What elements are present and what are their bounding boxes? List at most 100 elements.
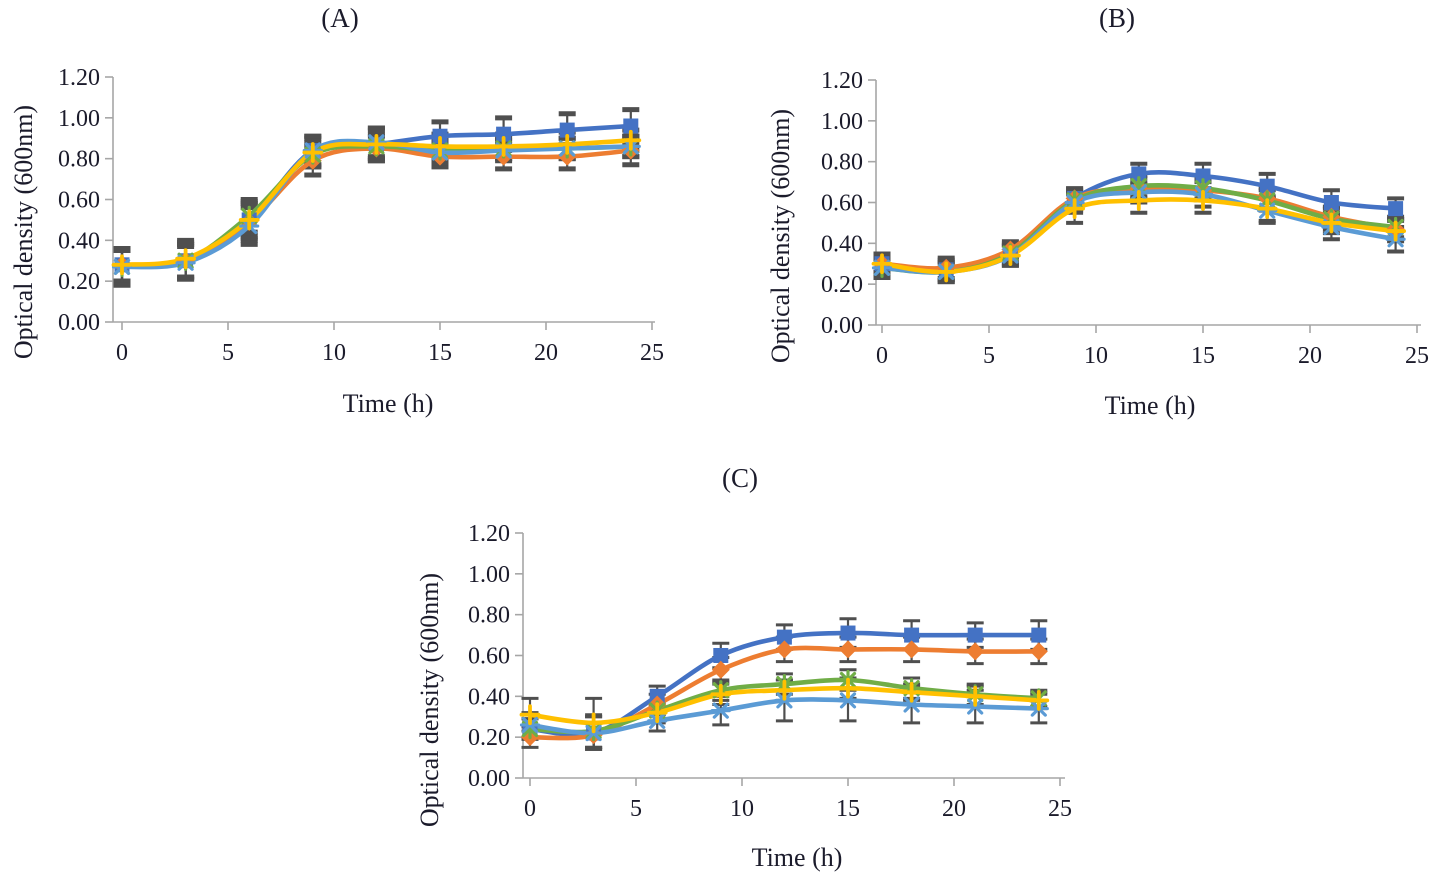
x-tick-label: 10 <box>1084 343 1108 369</box>
star-marker-stroke <box>1194 180 1212 197</box>
x-tick-label: 5 <box>983 343 995 369</box>
asterisk-marker <box>901 696 922 713</box>
plus-marker <box>1064 198 1085 220</box>
x-tick-label: 0 <box>524 796 536 822</box>
plus-marker <box>964 685 986 707</box>
x-tick-label: 25 <box>1405 343 1429 369</box>
asterisk-marker <box>837 692 859 709</box>
diamond-marker <box>839 640 857 659</box>
series-line-lightblue-asterisk <box>119 138 634 270</box>
square-marker <box>1259 178 1275 194</box>
plus-marker <box>837 677 859 699</box>
star-marker-stroke <box>1130 178 1147 195</box>
series-line-green-star <box>119 143 634 270</box>
square-marker <box>496 126 512 142</box>
series-line-green-star <box>527 677 1042 735</box>
square-marker <box>904 627 920 643</box>
y-tick-label: 0.20 <box>468 725 510 751</box>
axes <box>868 79 1421 333</box>
plus-marker <box>238 209 260 231</box>
y-axis-title: Optical density (600nm) <box>766 109 795 363</box>
y-tick-label: 1.00 <box>468 562 510 588</box>
plus-marker <box>1128 190 1150 211</box>
y-tick-label: 1.20 <box>821 68 863 94</box>
plus-marker <box>1000 245 1021 266</box>
y-tick-label: 0.60 <box>468 643 510 669</box>
series-markers-yellow-plus <box>111 129 642 276</box>
x-tick-label: 10 <box>730 796 754 822</box>
plus-marker <box>1256 198 1278 220</box>
square-marker <box>840 625 856 641</box>
y-tick-label: 0.80 <box>58 147 100 173</box>
plus-marker <box>302 142 324 163</box>
plus-marker <box>871 253 893 275</box>
y-tick-label: 0.80 <box>468 603 510 629</box>
plus-marker <box>620 129 642 151</box>
y-axis-title: Optical density (600nm) <box>415 573 444 827</box>
series-line-yellow-plus <box>119 138 634 268</box>
chart-b-title: (B) <box>1099 3 1135 33</box>
plus-marker <box>583 712 604 734</box>
plus-marker <box>710 683 732 705</box>
plus-marker <box>175 248 197 270</box>
chart-b: (B) 1.20 1.00 0.80 0.60 0.40 0.20 0.00 0 5 10 15 20 2… <box>766 3 1429 420</box>
square-marker <box>559 122 575 138</box>
y-tick-label: 1.20 <box>468 521 510 547</box>
y-tick-label: 0.80 <box>821 150 863 176</box>
square-marker <box>1323 194 1339 210</box>
square-marker <box>1031 627 1047 643</box>
asterisk-marker <box>710 702 731 719</box>
y-tick-label: 0.40 <box>58 228 100 254</box>
plus-marker <box>1028 690 1050 711</box>
x-tick-label: 5 <box>222 340 234 366</box>
square-marker <box>1195 168 1211 184</box>
x-tick-label: 20 <box>1298 343 1322 369</box>
diamond-marker <box>711 660 730 679</box>
y-tick-label: 0.00 <box>821 313 863 339</box>
chart-c-title: (C) <box>722 463 758 493</box>
series-markers-yellow-plus <box>519 677 1050 734</box>
y-tick-label: 0.40 <box>821 231 863 257</box>
diamond-marker <box>1029 642 1048 661</box>
x-tick-label: 15 <box>836 796 860 822</box>
plus-marker <box>646 702 668 724</box>
plus-marker <box>429 136 451 157</box>
y-tick-label: 0.20 <box>821 272 863 298</box>
x-axis-title: Time (h) <box>343 389 434 418</box>
plus-marker <box>935 261 957 283</box>
y-tick-label: 0.60 <box>58 187 100 213</box>
x-tick-label: 20 <box>942 796 966 822</box>
diamond-marker <box>966 642 985 661</box>
x-axis-title: Time (h) <box>1105 391 1196 420</box>
x-tick-label: 10 <box>322 340 346 366</box>
square-marker <box>1388 201 1404 217</box>
chart-a: (A) 1.20 1.00 0.80 0.60 0.40 0.20 0.00 0 5 10 15 20 2… <box>9 3 664 418</box>
plus-marker <box>1385 220 1406 242</box>
x-tick-label: 25 <box>1048 796 1072 822</box>
plus-marker <box>1192 190 1214 211</box>
plus-marker <box>556 133 578 155</box>
y-tick-label: 1.00 <box>821 109 863 135</box>
y-axis-title: Optical density (600nm) <box>9 105 38 359</box>
y-tick-label: 0.60 <box>821 190 863 216</box>
x-tick-label: 0 <box>876 343 888 369</box>
series-markers-yellow-plus <box>871 190 1406 283</box>
plus-marker <box>493 136 514 157</box>
square-marker <box>623 118 639 134</box>
plus-marker <box>111 254 133 276</box>
y-tick-label: 0.20 <box>58 269 100 295</box>
series-line-orange-diamond <box>119 146 634 268</box>
square-marker <box>967 627 983 643</box>
y-tick-label: 1.20 <box>58 65 100 91</box>
chart-a-title: (A) <box>321 3 358 33</box>
square-marker <box>713 647 729 663</box>
x-tick-label: 0 <box>116 340 128 366</box>
x-tick-label: 15 <box>428 340 452 366</box>
plus-marker <box>519 704 541 726</box>
x-tick-label: 5 <box>630 796 642 822</box>
y-tick-label: 0.00 <box>58 310 100 336</box>
y-tick-label: 0.40 <box>468 684 510 710</box>
plus-marker <box>1321 212 1342 234</box>
